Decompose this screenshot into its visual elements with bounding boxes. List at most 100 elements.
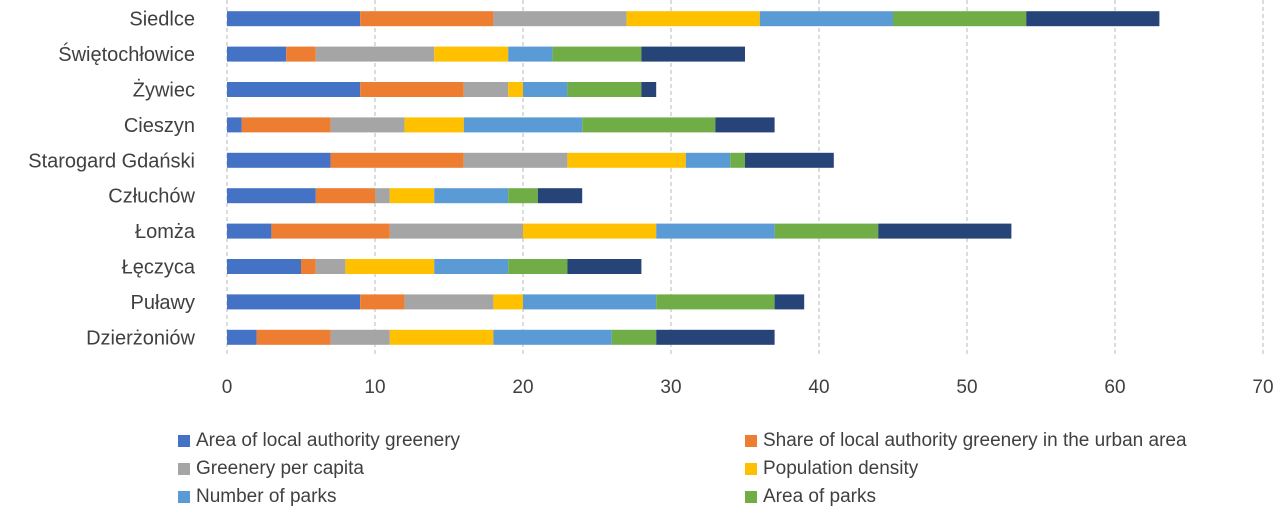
bar-segment [641,46,745,62]
bar-segment [641,82,657,97]
legend-item: Greenery per capita [178,458,364,480]
y-category-label: Starogard Gdański [28,150,195,172]
bar-segment [567,82,642,97]
legend-swatch [745,435,757,447]
bar-segment [523,82,568,97]
legend-label: Population density [763,458,919,479]
x-tick-label: 0 [222,377,233,398]
bar-segment [611,329,657,345]
legend-label: Area of local authority greenery [196,430,461,451]
bar-segment [508,82,523,97]
legend-label: Area of parks [763,486,876,507]
bar-segment [759,11,893,27]
bar-segment [227,152,331,168]
bar-segment [345,259,435,274]
bar-segment [508,259,568,274]
y-category-label: Łęczyca [122,257,196,279]
bar-segment [567,259,642,274]
bar-segment [375,188,390,204]
bar-segment [389,188,435,204]
x-tick-label: 50 [956,377,977,398]
legend-swatch [178,463,190,475]
bar-segment [1026,11,1160,27]
bar-segment [730,152,745,168]
bar-segment [434,259,509,274]
bar-segment [878,223,1012,239]
legend-label: Share of local authority greenery in the… [763,430,1187,451]
bar-segment [463,117,583,133]
bar-segment [582,117,716,133]
bar-segment [360,11,494,27]
bar-segment [330,117,405,133]
bar-segment [271,223,390,239]
bar-segment [315,46,435,62]
bar-segment [493,329,612,345]
bar-segment [227,329,257,345]
y-category-label: Łomża [135,221,196,243]
bar-segment [656,329,775,345]
bar-segment [404,117,464,133]
x-tick-label: 60 [1104,377,1125,398]
bar-segment [227,294,361,310]
bar-segment [745,152,834,168]
bar-segment [227,46,287,62]
y-category-label: Puławy [131,292,195,314]
bar-segment [493,11,627,27]
y-category-label: Żywiec [133,79,195,102]
bar-segment [508,188,538,204]
bar-segment [315,188,375,204]
bar-segment [227,188,316,204]
bar-segment [389,329,494,345]
bar-segment [330,329,390,345]
bar-segment [227,259,301,274]
bar-segment [463,82,509,97]
bar-segment [523,223,657,239]
legend-swatch [178,491,190,503]
y-category-label: Człuchów [108,186,195,208]
legend-swatch [745,491,757,503]
bar-segment [774,294,805,310]
bar-segment [227,11,361,27]
bar-segment [404,294,494,310]
legend-item: Area of parks [745,486,876,508]
bar-segment [434,188,509,204]
bar-segment [656,294,775,310]
legend-item: Number of parks [178,486,336,508]
bar-segment [685,152,731,168]
bar-segment [523,294,657,310]
bar-segment [227,82,361,97]
y-category-label: Dzierżoniów [86,327,195,349]
bar-segment [227,117,242,133]
legend-item: Area of local authority greenery [178,430,460,452]
bar-segment [567,152,686,168]
legend-label: Greenery per capita [196,458,364,479]
x-tick-label: 20 [512,377,533,398]
bar-segment [330,152,464,168]
y-category-label: Cieszyn [124,115,195,137]
bar-segment [434,46,509,62]
bar-segment [774,223,879,239]
legend-label: Number of parks [196,486,337,507]
stacked-bar-chart: 0 10 20 30 40 50 60 70 Siedlce Świętochłowice Żywi… [28,0,1274,398]
x-tick-label: 70 [1252,377,1273,398]
legend-item: Share of local authority greenery in the… [745,430,1187,452]
bar-segment [508,46,553,62]
bar-segment [389,223,523,239]
bar-segment [626,11,760,27]
y-category-label: Siedlce [129,9,195,31]
bar-segment [286,46,316,62]
bar-segment [256,329,331,345]
bar-segment [241,117,331,133]
y-category-label: Świętochłowice [58,42,195,66]
bar-segment [301,259,316,274]
bar-segment [315,259,346,274]
legend-item: Population density [745,458,918,480]
bar-segment [715,117,775,133]
bar-segment [493,294,523,310]
bar-segment [537,188,583,204]
x-tick-label: 40 [808,377,829,398]
bar-segment [893,11,1027,27]
bar-segment [360,294,405,310]
x-tick-label: 10 [364,377,385,398]
x-tick-label: 30 [660,377,681,398]
